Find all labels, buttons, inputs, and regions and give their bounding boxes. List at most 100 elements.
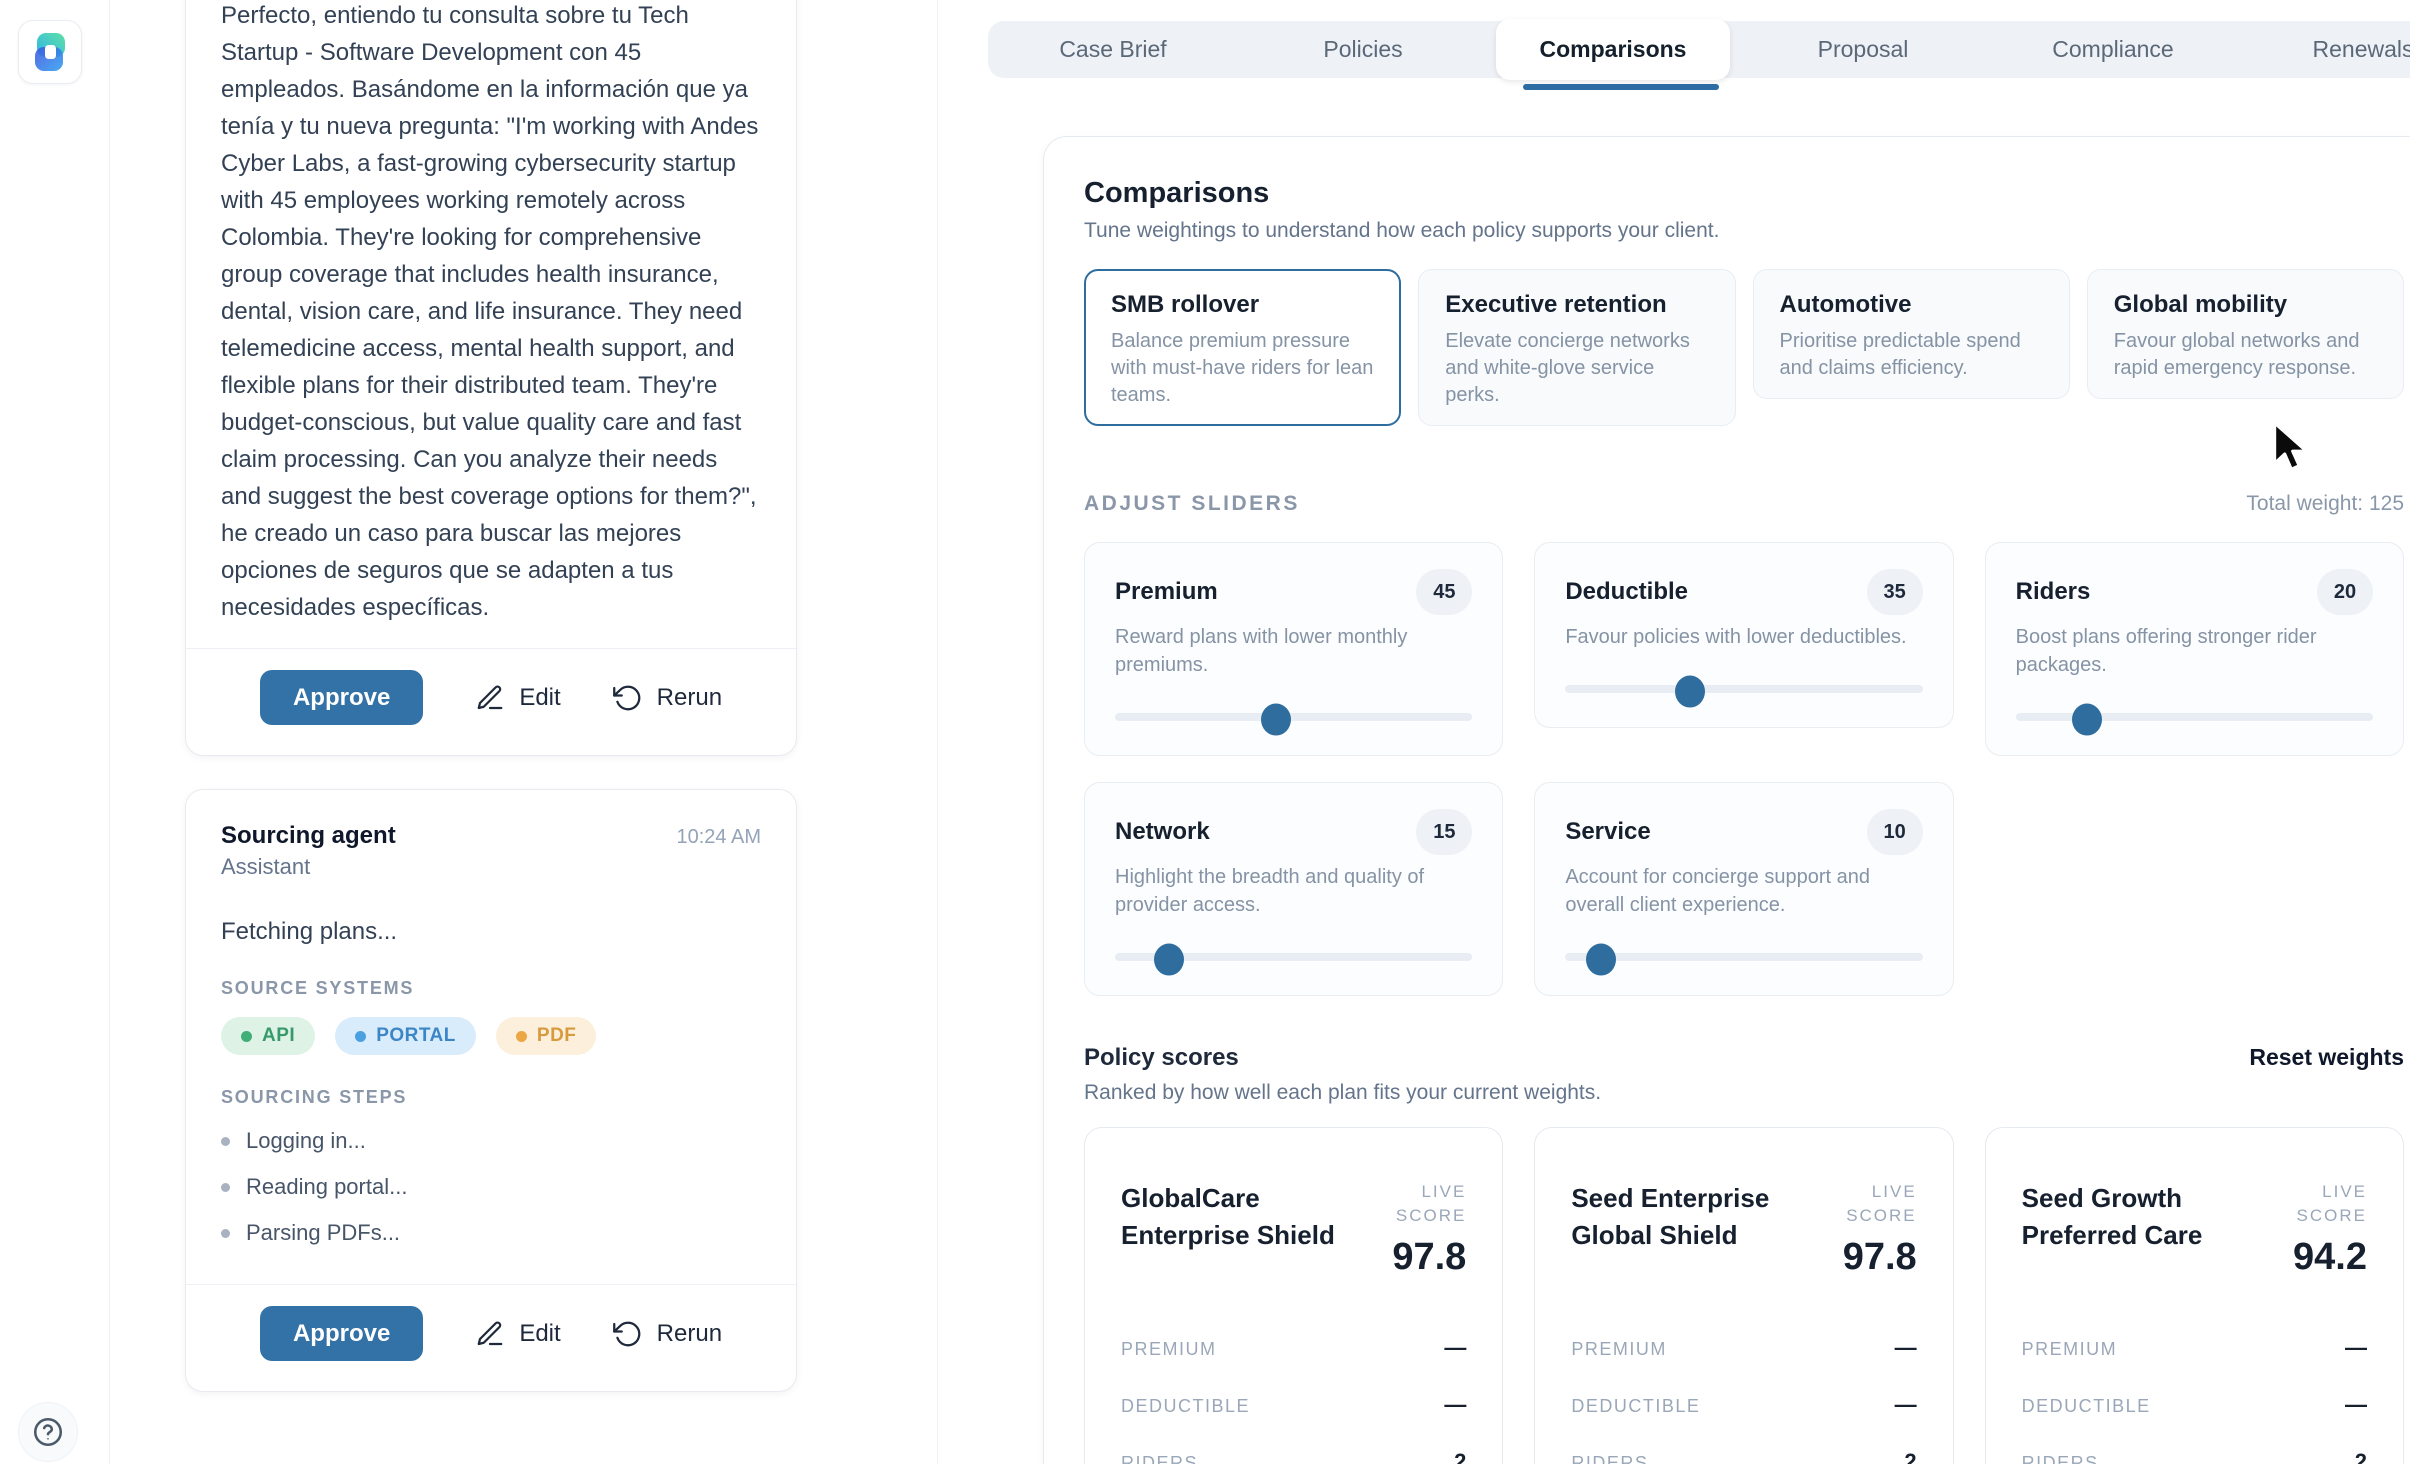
tab-policies[interactable]: Policies — [1323, 36, 1403, 62]
policy-name: GlobalCare Enterprise Shield — [1121, 1183, 1335, 1250]
edit-button[interactable]: Edit — [475, 683, 561, 713]
slider-name: Riders — [2015, 578, 2091, 605]
service-slider[interactable] — [1565, 943, 1923, 976]
row-value: — — [1444, 1335, 1467, 1360]
api-badge: API — [221, 1017, 316, 1055]
list-item: Reading portal... — [221, 1170, 761, 1204]
edit-button[interactable]: Edit — [475, 1319, 561, 1349]
pdf-badge-label: PDF — [536, 1025, 577, 1046]
preset-global-mobility[interactable]: Global mobility Favour global networks a… — [2086, 269, 2404, 399]
preset-title: Global mobility — [2113, 291, 2288, 318]
rerun-button[interactable]: Rerun — [612, 1319, 723, 1349]
slider-row-1: Premium 45 Reward plans with lower month… — [1084, 542, 2404, 756]
row-label: RIDERS — [1571, 1453, 1649, 1464]
slider-value-badge: 45 — [1416, 569, 1473, 615]
total-weight: Total weight: 125 — [2246, 492, 2404, 515]
live-score-label: LIVE SCORE — [1846, 1182, 1917, 1225]
preset-automotive[interactable]: Automotive Prioritise predictable spend … — [1752, 269, 2070, 399]
policy-name: Seed Growth Preferred Care — [2021, 1183, 2203, 1250]
pdf-badge: PDF — [495, 1017, 597, 1055]
preset-executive-retention[interactable]: Executive retention Elevate concierge ne… — [1418, 269, 1736, 426]
tab-comparisons[interactable]: Comparisons — [1496, 19, 1730, 80]
portal-badge: PORTAL — [335, 1017, 476, 1055]
help-button[interactable] — [18, 1402, 78, 1462]
api-badge-label: API — [262, 1025, 296, 1046]
rerun-label: Rerun — [656, 1319, 723, 1347]
row-label: RIDERS — [1121, 1453, 1199, 1464]
premium-slider[interactable] — [1115, 703, 1473, 736]
slider-name: Deductible — [1565, 578, 1689, 605]
source-system-badges: API PORTAL PDF — [221, 1017, 761, 1055]
slider-thumb[interactable] — [1586, 943, 1617, 976]
policy-card-globalcare: GlobalCare Enterprise Shield LIVE SCORE … — [1084, 1127, 1504, 1464]
preset-title: Executive retention — [1445, 291, 1667, 318]
row-value: — — [2345, 1335, 2367, 1360]
policy-scores-title: Policy scores — [1084, 1044, 1239, 1071]
step-text: Reading portal... — [246, 1174, 408, 1199]
source-systems-label: SOURCE SYSTEMS — [221, 978, 415, 998]
message-actions: Approve Edit Rerun — [186, 649, 796, 755]
card-divider — [186, 1284, 796, 1285]
preset-smb-rollover[interactable]: SMB rollover Balance premium pressure wi… — [1084, 269, 1402, 426]
sourcing-agent-title: Sourcing agent — [221, 822, 396, 849]
live-score-value: 97.8 — [1392, 1236, 1467, 1278]
slider-thumb[interactable] — [1260, 703, 1291, 736]
preset-desc: Prioritise predictable spend and claims … — [1779, 330, 2021, 379]
slider-thumb[interactable] — [1153, 943, 1184, 976]
rerun-icon — [612, 1321, 640, 1346]
table-row: DEDUCTIBLE — — [2022, 1392, 2367, 1418]
comparisons-panel: Comparisons Tune weightings to understan… — [1043, 136, 2410, 1464]
assistant-message-card: Assistant Perfecto, entiendo tu consulta… — [185, 0, 797, 756]
slider-thumb[interactable] — [1675, 675, 1706, 708]
left-rail — [0, 0, 110, 1464]
fetching-status: Fetching plans... — [221, 918, 398, 945]
table-row: RIDERS 2 — [1121, 1449, 1466, 1464]
table-row: DEDUCTIBLE — — [1571, 1392, 1916, 1418]
message-actions: Approve Edit Rerun — [186, 1285, 796, 1391]
approve-button[interactable]: Approve — [259, 1306, 424, 1361]
bullet-icon — [221, 1182, 230, 1192]
active-tab-underline — [1523, 84, 1719, 90]
row-label: DEDUCTIBLE — [1571, 1396, 1701, 1416]
preset-cards: SMB rollover Balance premium pressure wi… — [1084, 269, 2404, 426]
bullet-icon — [221, 1136, 230, 1146]
approve-button[interactable]: Approve — [259, 670, 424, 725]
tab-case-brief[interactable]: Case Brief — [1059, 36, 1167, 62]
table-row: PREMIUM — — [2022, 1335, 2367, 1361]
rerun-label: Rerun — [656, 683, 723, 711]
network-slider[interactable] — [1115, 943, 1473, 976]
blue-dot-icon — [355, 1030, 367, 1042]
slider-name: Service — [1565, 818, 1651, 845]
list-item: Logging in... — [221, 1124, 761, 1158]
slider-thumb[interactable] — [2072, 703, 2103, 736]
policy-cards: GlobalCare Enterprise Shield LIVE SCORE … — [1084, 1127, 2404, 1464]
sourcing-steps-list: Logging in... Reading portal... Parsing … — [221, 1124, 761, 1250]
chat-column: Assistant Perfecto, entiendo tu consulta… — [110, 0, 938, 1464]
preset-desc: Elevate concierge networks and white-glo… — [1445, 330, 1690, 406]
reset-weights-button[interactable]: Reset weights — [2249, 1044, 2404, 1070]
slider-card-premium: Premium 45 Reward plans with lower month… — [1084, 542, 1504, 756]
rerun-button[interactable]: Rerun — [612, 683, 723, 713]
row-label: PREMIUM — [1121, 1339, 1217, 1359]
slider-value-badge: 15 — [1416, 809, 1473, 855]
sourcing-steps-label: SOURCING STEPS — [221, 1087, 408, 1107]
table-row: PREMIUM — — [1121, 1335, 1466, 1361]
row-value: — — [1894, 1392, 1917, 1417]
adjust-sliders-label: ADJUST SLIDERS — [1084, 492, 1300, 515]
tab-compliance[interactable]: Compliance — [2052, 36, 2174, 62]
deductible-slider[interactable] — [1565, 675, 1923, 708]
sourcing-agent-card: Sourcing agent 10:24 AM Assistant Fetchi… — [185, 789, 797, 1392]
page-title: Comparisons — [1084, 177, 1270, 209]
app-logo[interactable] — [18, 20, 82, 84]
slider-card-riders: Riders 20 Boost plans offering stronger … — [1984, 542, 2404, 756]
tab-renewals[interactable]: Renewals — [2312, 36, 2410, 62]
slider-name: Network — [1115, 818, 1210, 845]
tab-proposal[interactable]: Proposal — [1817, 36, 1909, 62]
slider-card-network: Network 15 Highlight the breadth and qua… — [1084, 782, 1504, 996]
riders-slider[interactable] — [2015, 703, 2373, 736]
pencil-icon — [477, 1320, 503, 1345]
slider-name: Premium — [1115, 578, 1218, 605]
slider-desc: Reward plans with lower monthly premiums… — [1115, 626, 1408, 676]
question-icon — [33, 1417, 63, 1447]
slider-desc: Highlight the breadth and quality of pro… — [1115, 866, 1425, 916]
